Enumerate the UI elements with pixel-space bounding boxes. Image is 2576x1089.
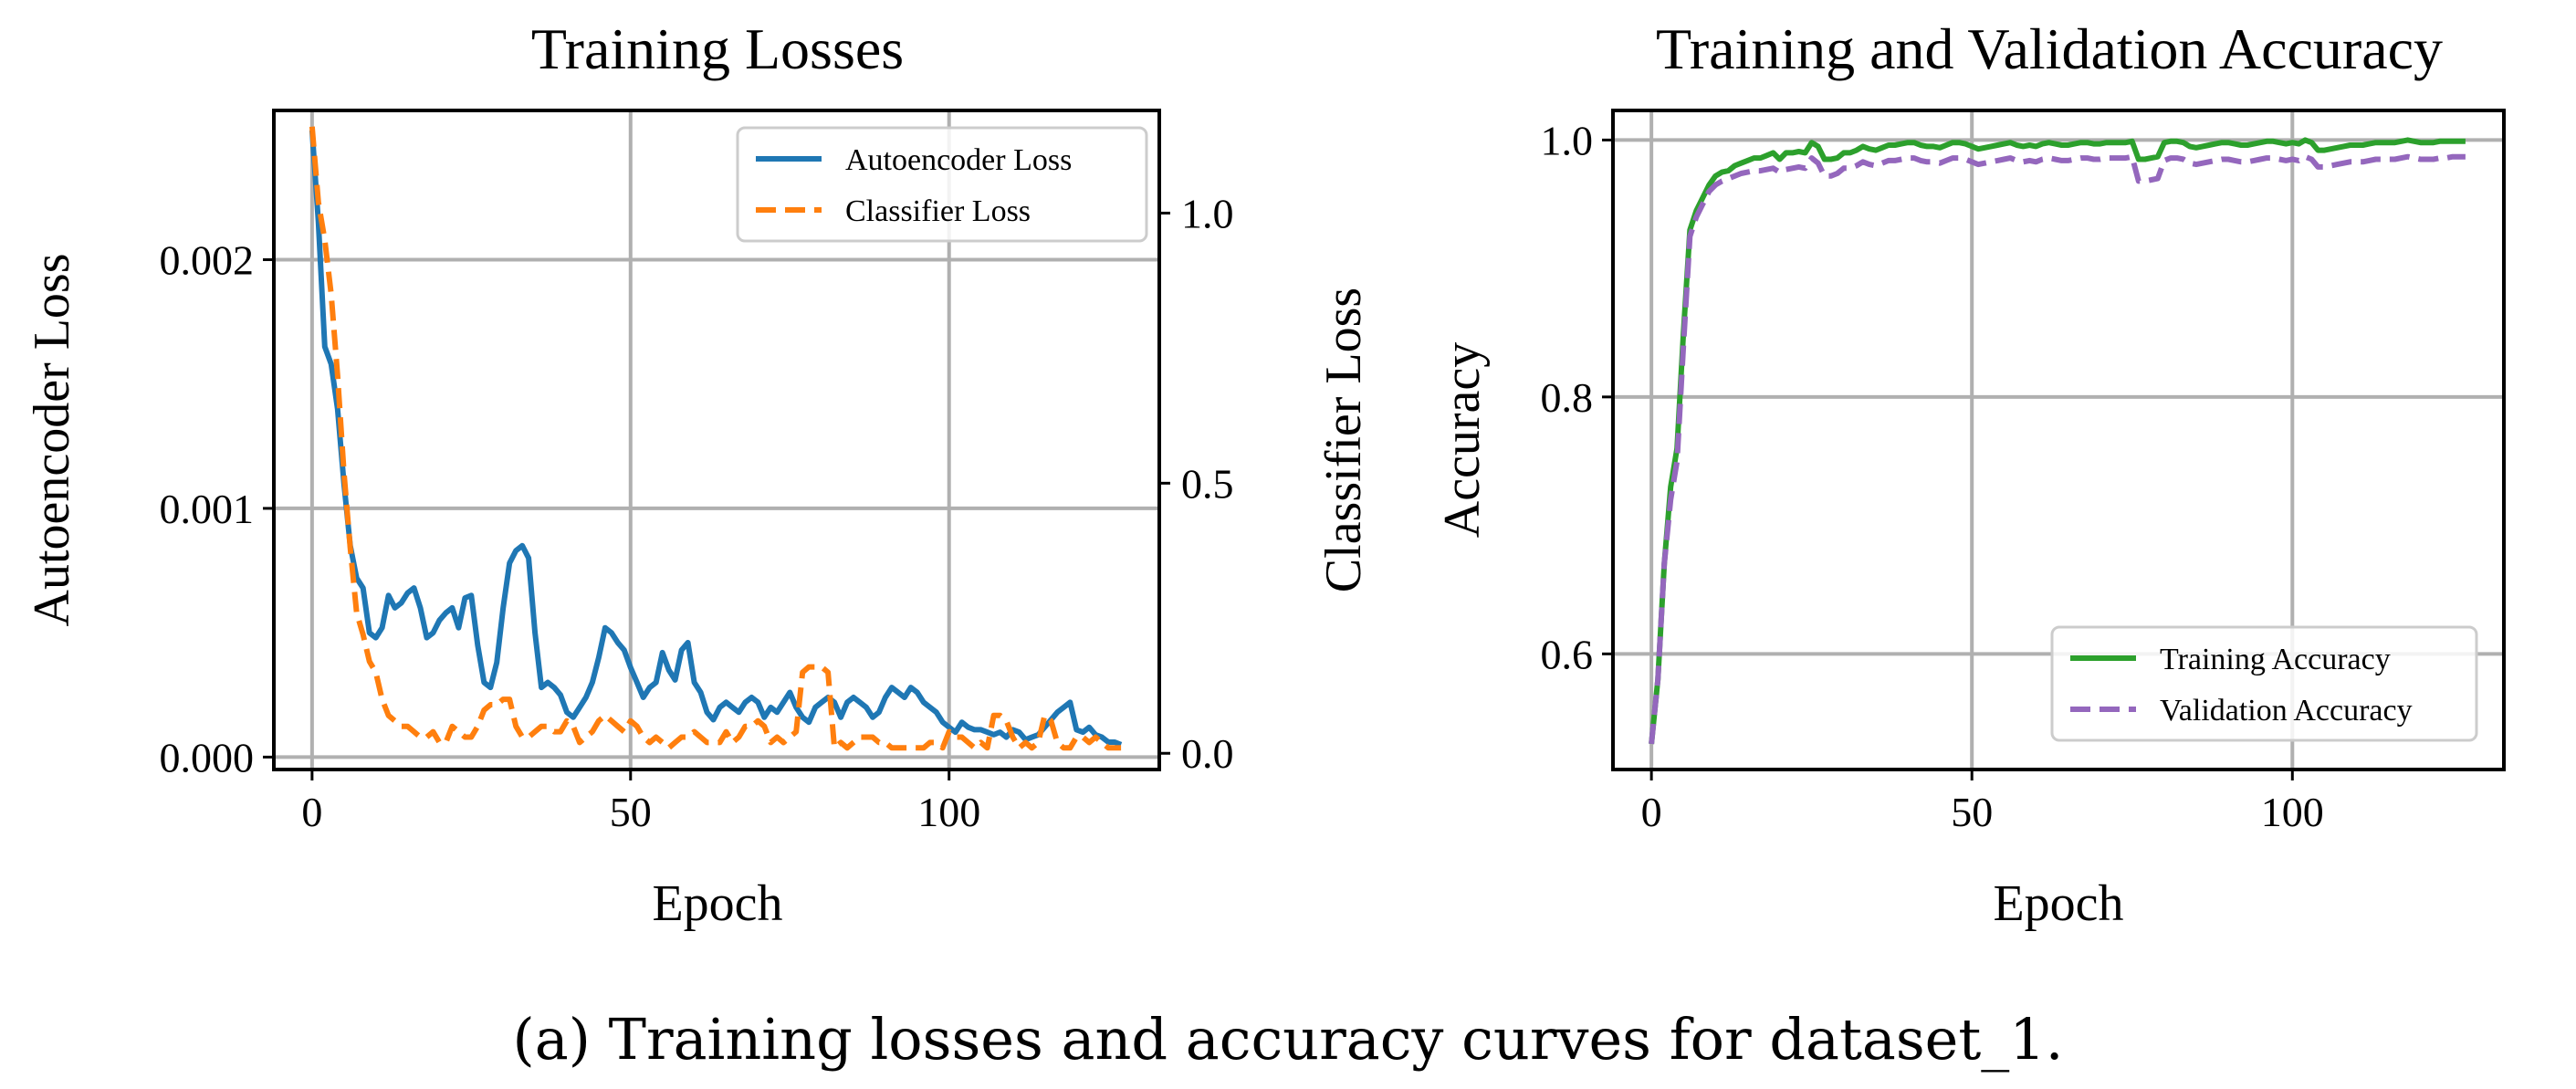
y-tick-label: 0.8 xyxy=(1541,374,1594,421)
chart-title: Training and Validation Accuracy xyxy=(1656,16,2443,81)
chart-training-losses: Training Losses 0 50 100 0.000 0.001 0.002 0.0… xyxy=(24,16,1372,932)
plot-frame xyxy=(272,109,1161,771)
x-tick-label: 0 xyxy=(1641,789,1662,835)
plot-frame xyxy=(1611,109,2506,771)
legend-box xyxy=(2050,625,2478,742)
series-line-validation-accuracy xyxy=(1649,153,2466,745)
y-right-tick-label: 0.5 xyxy=(1181,460,1234,507)
chart-accuracy: Training and Validation Accuracy 0 50 100 0… xyxy=(1434,16,2506,932)
y-tick-label: 0.6 xyxy=(1541,631,1594,677)
legend-label: Classifier Loss xyxy=(845,194,1031,228)
legend-label: Autoencoder Loss xyxy=(845,143,1072,177)
legend: Training Accuracy Validation Accuracy xyxy=(2050,625,2478,742)
y-tick-label: 0.002 xyxy=(160,236,255,283)
legend: Autoencoder Loss Classifier Loss xyxy=(736,126,1148,243)
figure-caption: (a) Training losses and accuracy curves … xyxy=(513,1006,2064,1073)
x-tick-label: 100 xyxy=(2261,789,2324,835)
y-tick-label: 0.001 xyxy=(160,486,255,532)
y-tick-label: 1.0 xyxy=(1541,117,1594,163)
x-axis-label: Epoch xyxy=(1993,875,2123,932)
x-tick-label: 0 xyxy=(301,789,322,835)
series-line-classifier-loss xyxy=(309,126,1122,751)
y-tick-label: 0.000 xyxy=(160,734,255,780)
y-axis-label: Accuracy xyxy=(1434,342,1491,539)
chart-title: Training Losses xyxy=(531,16,904,81)
series-line-autoencoder-loss xyxy=(309,130,1123,748)
legend-label: Validation Accuracy xyxy=(2160,694,2413,728)
legend-box xyxy=(736,126,1148,243)
y-axis-right-label: Classifier Loss xyxy=(1315,288,1372,592)
y-right-tick-label: 0.0 xyxy=(1181,730,1234,777)
y-axis-label: Autoencoder Loss xyxy=(24,253,80,626)
x-axis-label: Epoch xyxy=(652,875,782,932)
x-tick-label: 50 xyxy=(610,789,652,835)
y-right-tick-label: 1.0 xyxy=(1181,190,1234,236)
series-line-training-accuracy xyxy=(1649,137,2466,745)
x-tick-label: 100 xyxy=(917,789,980,835)
x-tick-label: 50 xyxy=(1951,789,1993,835)
legend-label: Training Accuracy xyxy=(2160,643,2391,676)
